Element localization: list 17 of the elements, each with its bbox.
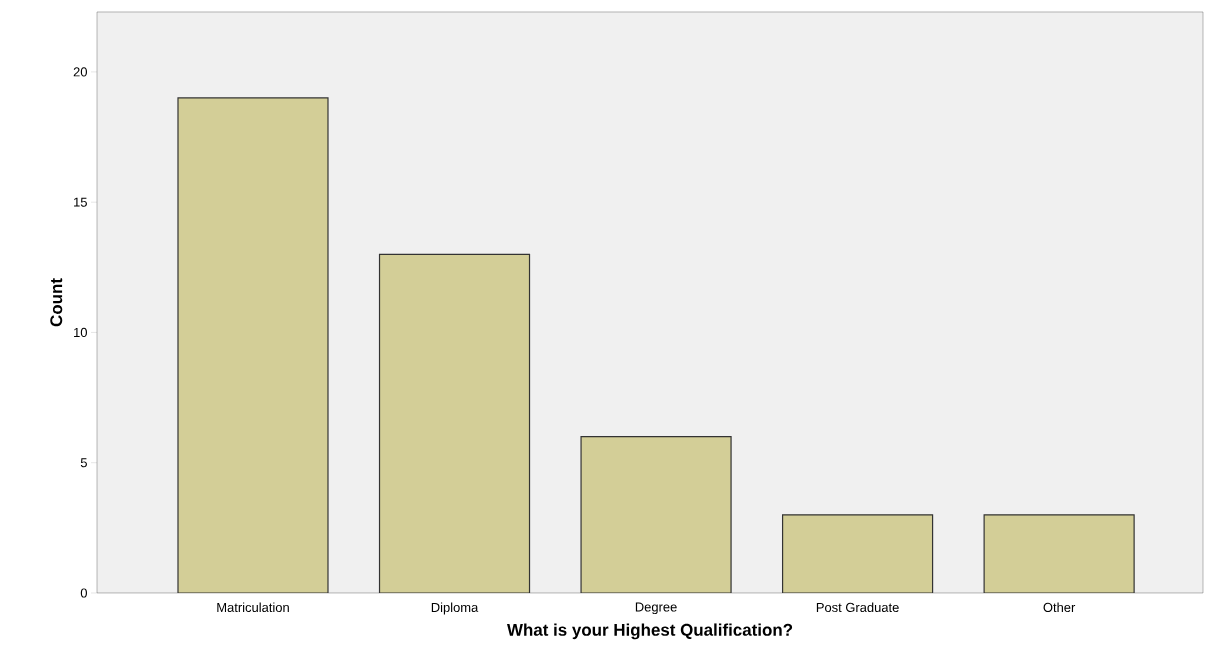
y-tick-label: 15 <box>74 197 87 207</box>
bar <box>378 253 531 593</box>
y-tick-label: 20 <box>73 67 87 77</box>
bar <box>177 97 329 593</box>
y-axis-title: Count <box>50 278 63 327</box>
bar <box>781 514 934 593</box>
y-tick-label: 0 <box>80 588 87 598</box>
x-tick-label: Other <box>1043 602 1076 613</box>
x-tick-label: Post Graduate <box>816 602 899 613</box>
x-tick-label: Diploma <box>431 602 479 615</box>
bar <box>580 436 732 593</box>
bar <box>983 514 1135 593</box>
x-axis-title: What is your Highest Qualification? <box>507 623 793 640</box>
x-tick-label: Matriculation <box>217 602 289 613</box>
x-tick-label: Degree <box>635 602 677 615</box>
y-tick-label: 5 <box>80 458 87 468</box>
y-tick-label: 10 <box>74 327 87 338</box>
